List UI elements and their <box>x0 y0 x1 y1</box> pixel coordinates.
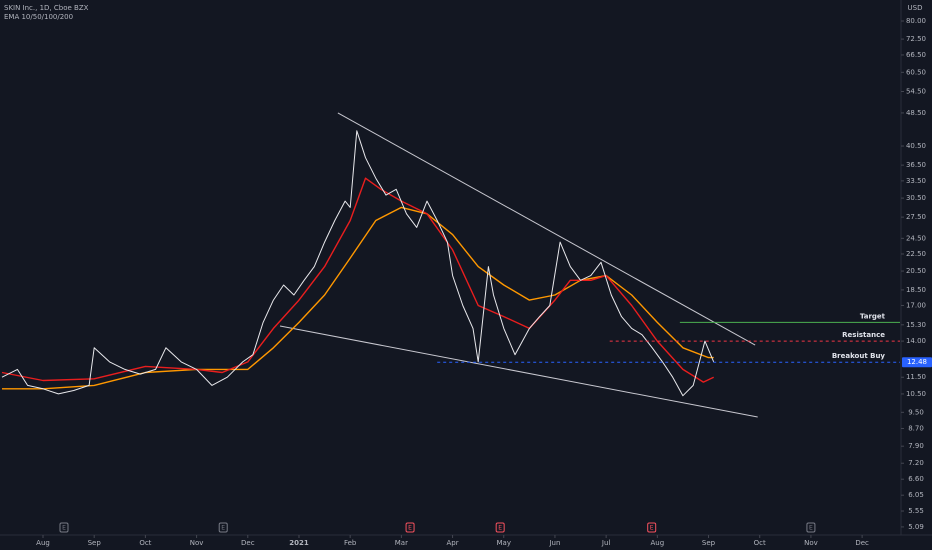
y-tick-label: 6.60 <box>908 475 924 483</box>
x-tick-label: Feb <box>344 539 357 547</box>
y-tick-label: 18.50 <box>906 286 926 294</box>
earnings-marker <box>495 522 505 533</box>
x-tick-label: Aug <box>651 539 665 547</box>
y-tick-label: 7.90 <box>908 442 924 450</box>
x-tick-label: Mar <box>395 539 408 547</box>
y-tick-label: 10.50 <box>906 390 926 398</box>
price-tag <box>902 357 932 368</box>
price-tag-label: 12.48 <box>907 358 927 366</box>
x-tick-label: Nov <box>190 539 204 547</box>
earnings-label: E <box>408 525 412 532</box>
x-tick-label: Nov <box>804 539 818 547</box>
earnings-label: E <box>62 525 66 532</box>
trendline <box>279 325 758 418</box>
y-tick-label: 20.50 <box>906 267 926 275</box>
level-label: Breakout Buy <box>832 352 886 360</box>
y-tick-label: 33.50 <box>906 177 926 185</box>
y-tick-label: 5.55 <box>908 507 924 515</box>
x-tick-label: Dec <box>855 539 869 547</box>
y-tick-label: 48.50 <box>906 109 926 117</box>
y-tick-label: 9.50 <box>908 408 924 416</box>
y-tick-label: 40.50 <box>906 142 926 150</box>
earnings-marker <box>647 522 657 533</box>
x-tick-label: Aug <box>36 539 50 547</box>
x-tick-label: Apr <box>446 539 458 547</box>
y-tick-label: 11.50 <box>906 373 926 381</box>
y-tick-label: 24.50 <box>906 234 926 242</box>
x-tick-label: Sep <box>702 539 716 547</box>
level-label: Resistance <box>842 331 885 339</box>
x-tick-label: Oct <box>139 539 151 547</box>
x-tick-label: Jun <box>548 539 560 547</box>
y-tick-label: 22.50 <box>906 250 926 258</box>
y-tick-label: 15.30 <box>906 321 926 329</box>
x-tick-label: Dec <box>241 539 255 547</box>
currency: USD <box>908 4 923 12</box>
series-line <box>1 130 715 397</box>
chart-title: SKIN Inc., 1D, Cboe BZX <box>4 4 89 12</box>
earnings-marker <box>59 522 69 533</box>
x-tick-label: May <box>497 539 511 547</box>
y-tick-label: 36.50 <box>906 161 926 169</box>
x-tick-label: Jul <box>601 539 611 547</box>
earnings-marker <box>405 522 415 533</box>
chart-subtitle: EMA 10/50/100/200 <box>4 13 73 21</box>
earnings-label: E <box>650 525 654 532</box>
y-tick-label: 60.50 <box>906 68 926 76</box>
trendline <box>337 112 756 346</box>
earnings-marker <box>806 522 816 533</box>
y-tick-label: 17.00 <box>906 301 926 309</box>
y-tick-label: 30.50 <box>906 194 926 202</box>
x-tick-label: 2021 <box>289 539 309 547</box>
y-tick-label: 6.05 <box>908 491 924 499</box>
x-tick-label: Oct <box>754 539 766 547</box>
y-tick-label: 72.50 <box>906 35 926 43</box>
earnings-marker <box>218 522 228 533</box>
series-line <box>1 177 715 383</box>
y-tick-label: 8.70 <box>908 424 924 432</box>
x-tick-label: Sep <box>88 539 102 547</box>
y-tick-label: 7.20 <box>908 459 924 467</box>
y-tick-label: 14.00 <box>906 337 926 345</box>
y-tick-label: 54.50 <box>906 88 926 96</box>
y-tick-label: 80.00 <box>906 17 926 25</box>
level-label: Target <box>860 312 886 320</box>
earnings-label: E <box>809 525 813 532</box>
earnings-label: E <box>498 525 502 532</box>
y-tick-label: 5.09 <box>908 523 924 531</box>
earnings-label: E <box>221 525 225 532</box>
y-tick-label: 66.50 <box>906 51 926 59</box>
y-tick-label: 27.50 <box>906 213 926 221</box>
